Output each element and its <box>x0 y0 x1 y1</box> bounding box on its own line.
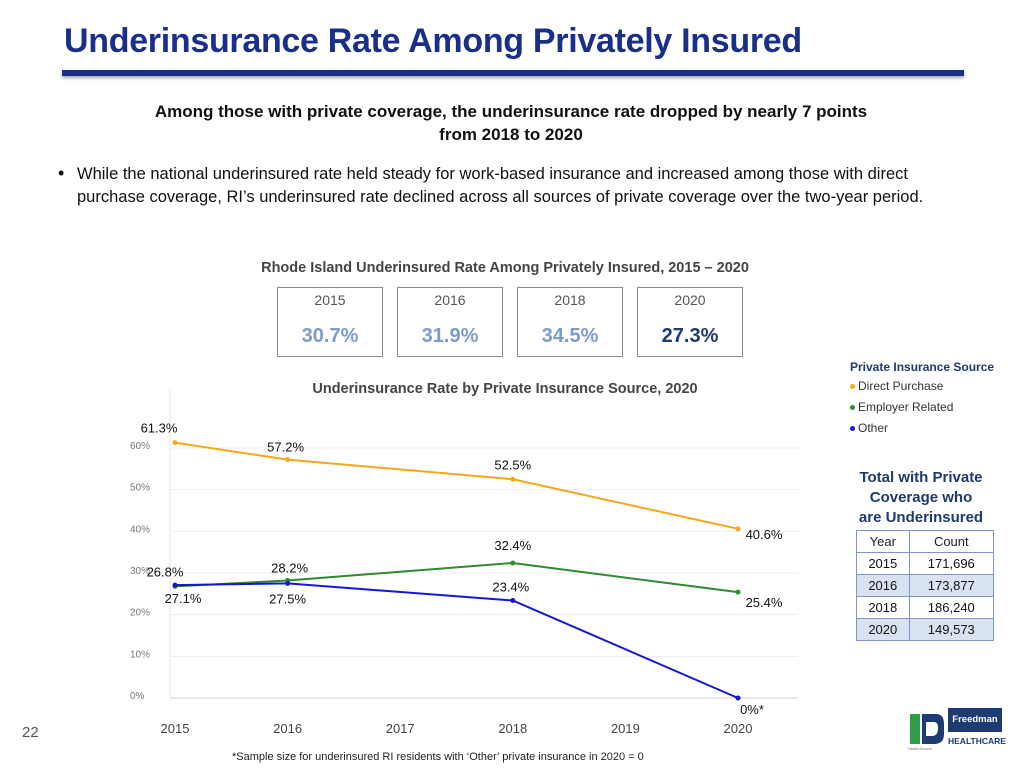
table-row: 2018 186,240 <box>856 596 995 619</box>
count-table-title-line-2: Coverage who <box>869 489 973 506</box>
data-label-direct-purchase: 52.5% <box>494 457 531 472</box>
x-tick-label: 2015 <box>161 721 190 736</box>
footnote: *Sample size for underinsured RI residen… <box>232 751 644 763</box>
legend-dot-icon <box>850 384 855 390</box>
summary-rate: 30.7% <box>301 325 359 347</box>
summary-rate: 34.5% <box>541 325 599 347</box>
count-table-title-line-1: Total with Private <box>859 469 983 486</box>
count-table-title-line-3: are Underinsured <box>858 509 984 526</box>
logo-text-freedman: Freedman <box>948 708 1002 732</box>
table-cell: 173,877 <box>908 574 995 597</box>
table-header-row: Year Count <box>856 530 995 553</box>
table-cell: 186,240 <box>908 596 995 619</box>
data-label-employer-related: 25.4% <box>746 595 783 610</box>
table-row: 2015 171,696 <box>856 552 995 575</box>
legend-title: Private Insurance Source <box>850 360 995 374</box>
data-point-other <box>735 695 741 701</box>
table-header-year: Year <box>856 530 910 553</box>
series-line-other <box>174 582 739 699</box>
table-cell: 2018 <box>856 596 910 619</box>
table-row: 2020 149,573 <box>856 618 995 641</box>
slide-title: Underinsurance Rate Among Privately Insu… <box>64 22 802 60</box>
summary-year: 2018 <box>554 292 586 308</box>
logo-text-healthcare: HEALTHCARE <box>948 736 1006 746</box>
data-point-other <box>510 598 516 603</box>
legend-item-direct-purchase: Direct Purchase <box>850 379 994 400</box>
legend-dot-icon <box>850 426 855 432</box>
bullet-point: • While the national underinsured rate h… <box>58 163 958 209</box>
x-tick-label: 2019 <box>611 721 640 736</box>
subtitle-line-1: Among those with private coverage, the u… <box>154 102 868 121</box>
y-tick-label: 20% <box>130 608 150 619</box>
data-point-direct-purchase <box>285 457 291 463</box>
data-point-other <box>285 580 291 586</box>
summary-box-2015: 2015 30.7% <box>277 287 383 357</box>
summary-box-2016: 2016 31.9% <box>397 287 503 357</box>
y-tick-label: 0% <box>130 691 145 702</box>
x-tick-label: 2020 <box>724 721 753 736</box>
logo-mark-icon <box>910 714 944 744</box>
y-tick-label: 30% <box>130 566 150 577</box>
y-tick-label: 10% <box>130 649 150 660</box>
count-table: Year Count 2015 171,696 2016 173,877 201… <box>856 530 995 641</box>
series-line-direct-purchase <box>174 441 739 530</box>
series-line-employer-related <box>174 561 739 594</box>
data-point-direct-purchase <box>735 526 741 532</box>
chart-title: Underinsurance Rate by Private Insurance… <box>312 381 697 397</box>
subtitle-line-2: from 2018 to 2020 <box>439 125 583 144</box>
data-label-other: 0%* <box>740 702 764 717</box>
legend-label: Direct Purchase <box>858 379 944 393</box>
table-cell: 2016 <box>856 574 910 597</box>
summary-rate: 27.3% <box>661 325 719 347</box>
table-cell: 149,573 <box>908 618 995 641</box>
table-row: 2016 173,877 <box>856 574 995 597</box>
data-point-employer-related <box>510 560 516 566</box>
chart-legend: Private Insurance Source Direct Purchase… <box>850 360 994 442</box>
data-label-employer-related: 32.4% <box>494 538 531 553</box>
data-point-direct-purchase <box>510 476 516 482</box>
data-label-direct-purchase: 40.6% <box>746 527 783 542</box>
data-label-employer-related: 26.8% <box>147 564 184 579</box>
title-underline <box>62 70 964 76</box>
data-label-direct-purchase: 61.3% <box>141 421 178 436</box>
slide-subtitle: Among those with private coverage, the u… <box>60 100 962 146</box>
data-label-other: 27.1% <box>165 591 202 606</box>
summary-year: 2020 <box>674 292 706 308</box>
summary-year: 2016 <box>434 292 466 308</box>
legend-label: Other <box>858 421 889 435</box>
table-cell: 2020 <box>856 618 910 641</box>
count-table-title: Total with Private Coverage who are Unde… <box>852 468 990 528</box>
x-tick-label: 2017 <box>386 721 415 736</box>
data-point-other <box>172 582 178 588</box>
bullet-text: While the national underinsured rate hel… <box>77 165 924 206</box>
page-number: 22 <box>22 724 39 741</box>
table-cell: 171,696 <box>908 552 995 575</box>
summary-year: 2015 <box>314 292 346 308</box>
legend-label: Employer Related <box>858 400 954 414</box>
summary-box-2018: 2018 34.5% <box>517 287 623 357</box>
data-point-employer-related <box>735 589 741 595</box>
legend-item-other: Other <box>850 421 994 442</box>
y-tick-label: 40% <box>130 524 150 535</box>
table-cell: 2015 <box>856 552 910 575</box>
data-point-direct-purchase <box>172 440 178 446</box>
bullet-icon: • <box>58 163 65 183</box>
data-label-direct-purchase: 57.2% <box>267 440 304 455</box>
data-label-other: 27.5% <box>269 591 306 606</box>
summary-box-2020: 2020 27.3% <box>637 287 743 357</box>
y-tick-label: 60% <box>130 441 150 452</box>
freedman-logo: Freedman HEALTHCARE HealthSource <box>908 708 1006 752</box>
x-tick-label: 2016 <box>273 721 302 736</box>
legend-dot-icon <box>850 405 855 411</box>
legend-item-employer-related: Employer Related <box>850 400 994 421</box>
y-tick-label: 50% <box>130 483 150 494</box>
logo-text-healthsource: HealthSource <box>908 746 933 751</box>
table-header-count: Count <box>908 530 995 553</box>
x-tick-label: 2018 <box>498 721 527 736</box>
data-label-other: 23.4% <box>492 580 529 595</box>
summary-rate: 31.9% <box>421 325 479 347</box>
section-title: Rhode Island Underinsured Rate Among Pri… <box>261 260 749 276</box>
data-label-employer-related: 28.2% <box>271 561 308 576</box>
